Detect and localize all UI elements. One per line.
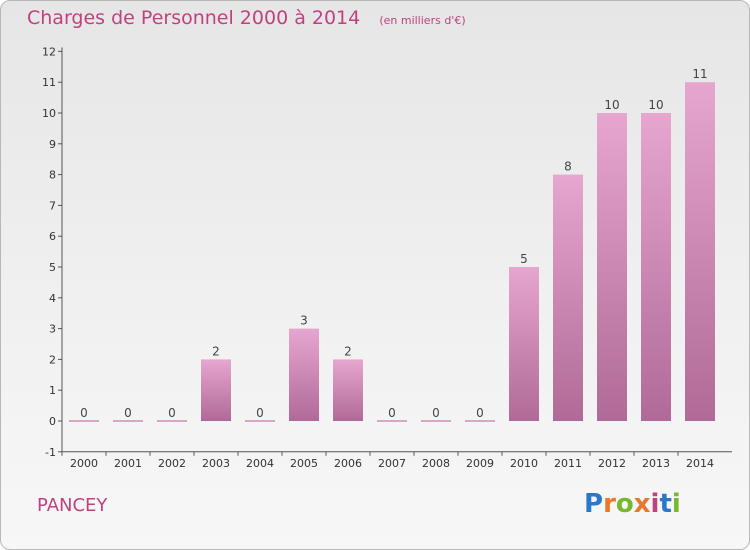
logo-letter: i <box>650 489 660 519</box>
data-label: 0 <box>80 406 88 420</box>
bar[interactable] <box>597 113 627 421</box>
y-tick-label: 8 <box>49 169 56 182</box>
x-tick-label: 2001 <box>114 457 142 470</box>
bar[interactable] <box>157 420 187 422</box>
bar[interactable] <box>553 174 583 421</box>
chart-subtitle: (en milliers d'€) <box>379 14 466 27</box>
bar[interactable] <box>685 82 715 421</box>
bar[interactable] <box>333 359 363 421</box>
x-tick-label: 2010 <box>510 457 538 470</box>
logo-letter: x <box>633 489 651 519</box>
logo-letter: i <box>671 489 681 519</box>
y-tick-label: 9 <box>49 138 56 151</box>
chart-title: Charges de Personnel 2000 à 2014 <box>27 7 361 29</box>
logo-letter: o <box>615 489 634 519</box>
bar[interactable] <box>421 420 451 422</box>
data-label: 2 <box>212 344 220 358</box>
proxiti-logo[interactable]: Proxiti <box>584 489 681 519</box>
data-label: 5 <box>520 252 528 266</box>
x-tick-label: 2014 <box>686 457 714 470</box>
y-tick-label: 11 <box>42 76 56 89</box>
data-label: 0 <box>256 406 264 420</box>
data-label: 2 <box>344 344 352 358</box>
y-tick-label: 6 <box>49 230 56 243</box>
commune-name: PANCEY <box>37 495 108 516</box>
data-label: 10 <box>604 98 619 112</box>
bar[interactable] <box>69 420 99 422</box>
x-tick-label: 2000 <box>70 457 98 470</box>
bar[interactable] <box>509 267 539 421</box>
y-tick-label: -1 <box>45 446 56 459</box>
x-tick-label: 2002 <box>158 457 186 470</box>
bar[interactable] <box>201 359 231 421</box>
data-label: 0 <box>476 406 484 420</box>
x-tick-label: 2006 <box>334 457 362 470</box>
data-label: 3 <box>300 314 308 328</box>
bar[interactable] <box>377 420 407 422</box>
bar[interactable] <box>113 420 143 422</box>
data-label: 0 <box>388 406 396 420</box>
data-label: 0 <box>432 406 440 420</box>
x-tick-label: 2007 <box>378 457 406 470</box>
bar-layer <box>69 82 715 422</box>
x-tick-label: 2003 <box>202 457 230 470</box>
y-tick-label: 0 <box>49 415 56 428</box>
y-tick-label: 1 <box>49 384 56 397</box>
x-tick-label: 2013 <box>642 457 670 470</box>
title-row: Charges de Personnel 2000 à 2014 (en mil… <box>27 7 466 29</box>
y-tick-label: 4 <box>49 292 56 305</box>
logo-letter: r <box>603 489 616 519</box>
data-label: 0 <box>168 406 176 420</box>
bar[interactable] <box>465 420 495 422</box>
x-tick-label: 2011 <box>554 457 582 470</box>
bar[interactable] <box>641 113 671 421</box>
x-tick-label: 2004 <box>246 457 274 470</box>
x-tick-label: 2005 <box>290 457 318 470</box>
label-layer: 0 0 0 2 0 3 2 0 0 0 5 8 10 10 11 <box>80 67 707 420</box>
y-tick-label: 3 <box>49 323 56 336</box>
bar[interactable] <box>289 328 319 421</box>
y-tick-label: 5 <box>49 261 56 274</box>
x-tick-label: 2012 <box>598 457 626 470</box>
y-tick-label: 10 <box>42 107 56 120</box>
y-tick-label: 12 <box>42 45 56 58</box>
data-label: 11 <box>692 67 707 81</box>
logo-letter: t <box>659 489 672 519</box>
x-tick-label: 2008 <box>422 457 450 470</box>
data-label: 8 <box>564 160 572 174</box>
x-tick-label: 2009 <box>466 457 494 470</box>
logo-letter: P <box>584 489 604 519</box>
bar[interactable] <box>245 420 275 422</box>
y-tick-label: 7 <box>49 199 56 212</box>
data-label: 10 <box>648 98 663 112</box>
data-label: 0 <box>124 406 132 420</box>
y-tick-label: 2 <box>49 353 56 366</box>
